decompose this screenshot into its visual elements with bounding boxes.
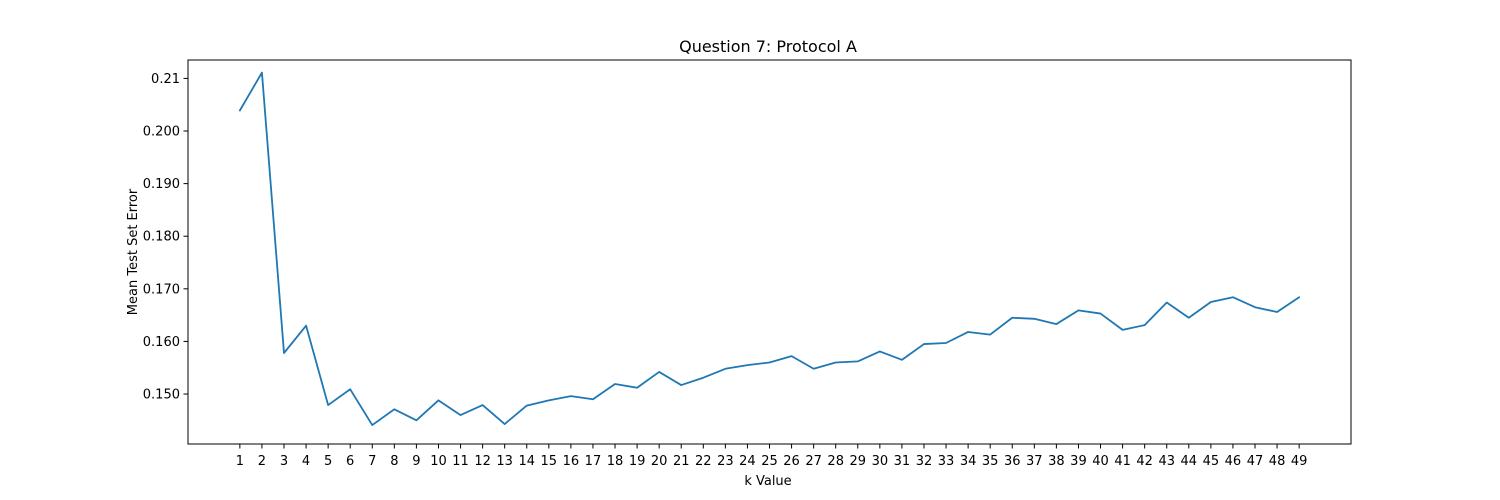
x-tick-label: 42 xyxy=(1136,454,1153,469)
x-tick-label: 1 xyxy=(236,454,244,469)
x-tick-label: 19 xyxy=(629,454,646,469)
x-tick-label: 8 xyxy=(390,454,398,469)
series-line-0 xyxy=(238,71,1301,426)
x-tick-label: 46 xyxy=(1225,454,1242,469)
x-tick-label: 2 xyxy=(258,454,266,469)
x-tick-label: 31 xyxy=(894,454,911,469)
x-tick-label: 39 xyxy=(1070,454,1087,469)
x-tick-label: 4 xyxy=(302,454,310,469)
x-tick-label: 22 xyxy=(695,454,712,469)
y-tick-label: 0.180 xyxy=(143,230,180,245)
x-axis: 1 2 3 4 5 6 7 8 9 10 11 12 13 14 15 16 17 18 19 20 21 22 23 24 2… xyxy=(236,444,1308,469)
x-tick-label: 47 xyxy=(1247,454,1264,469)
y-tick-label: 0.170 xyxy=(143,282,180,297)
y-tick-label: 0.200 xyxy=(143,125,180,140)
x-tick-label: 44 xyxy=(1181,454,1198,469)
x-tick-label: 17 xyxy=(585,454,602,469)
x-tick-label: 49 xyxy=(1291,454,1308,469)
x-tick-label: 35 xyxy=(982,454,999,469)
x-tick-label: 7 xyxy=(368,454,376,469)
x-tick-label: 34 xyxy=(960,454,977,469)
x-tick-label: 26 xyxy=(783,454,800,469)
y-tick-label: 0.190 xyxy=(143,177,180,192)
x-tick-label: 25 xyxy=(761,454,778,469)
x-tick-label: 24 xyxy=(739,454,756,469)
x-tick-label: 16 xyxy=(563,454,580,469)
x-tick-label: 30 xyxy=(872,454,889,469)
x-tick-label: 15 xyxy=(541,454,558,469)
x-tick-label: 18 xyxy=(607,454,624,469)
x-tick-label: 38 xyxy=(1048,454,1065,469)
x-tick-label: 3 xyxy=(280,454,288,469)
y-axis-title: Mean Test Set Error xyxy=(126,188,141,315)
x-tick-label: 6 xyxy=(346,454,354,469)
y-axis: 0.150 0.160 0.170 0.180 0.190 0.200 0.21 xyxy=(143,72,188,403)
x-tick-label: 20 xyxy=(651,454,668,469)
y-tick-label: 0.150 xyxy=(143,388,180,403)
x-tick-label: 43 xyxy=(1158,454,1175,469)
x-tick-label: 9 xyxy=(412,454,420,469)
x-axis-title: k Value xyxy=(744,474,791,489)
x-tick-label: 29 xyxy=(849,454,866,469)
x-tick-label: 23 xyxy=(717,454,734,469)
chart-title: Question 7: Protocol A xyxy=(679,37,857,56)
x-tick-label: 36 xyxy=(1004,454,1021,469)
x-tick-label: 10 xyxy=(430,454,447,469)
x-tick-label: 48 xyxy=(1269,454,1286,469)
x-tick-label: 40 xyxy=(1092,454,1109,469)
plot-area xyxy=(238,71,1301,426)
x-tick-label: 5 xyxy=(324,454,332,469)
x-tick-label: 33 xyxy=(938,454,955,469)
x-tick-label: 14 xyxy=(518,454,535,469)
x-tick-label: 28 xyxy=(827,454,844,469)
x-tick-label: 11 xyxy=(452,454,469,469)
x-tick-label: 21 xyxy=(673,454,690,469)
x-tick-label: 12 xyxy=(474,454,491,469)
x-tick-label: 41 xyxy=(1114,454,1131,469)
y-tick-label: 0.21 xyxy=(151,72,180,87)
x-tick-label: 27 xyxy=(805,454,822,469)
y-tick-label: 0.160 xyxy=(143,335,180,350)
x-tick-label: 37 xyxy=(1026,454,1043,469)
x-tick-label: 45 xyxy=(1203,454,1220,469)
x-tick-label: 13 xyxy=(496,454,513,469)
x-tick-label: 32 xyxy=(916,454,933,469)
